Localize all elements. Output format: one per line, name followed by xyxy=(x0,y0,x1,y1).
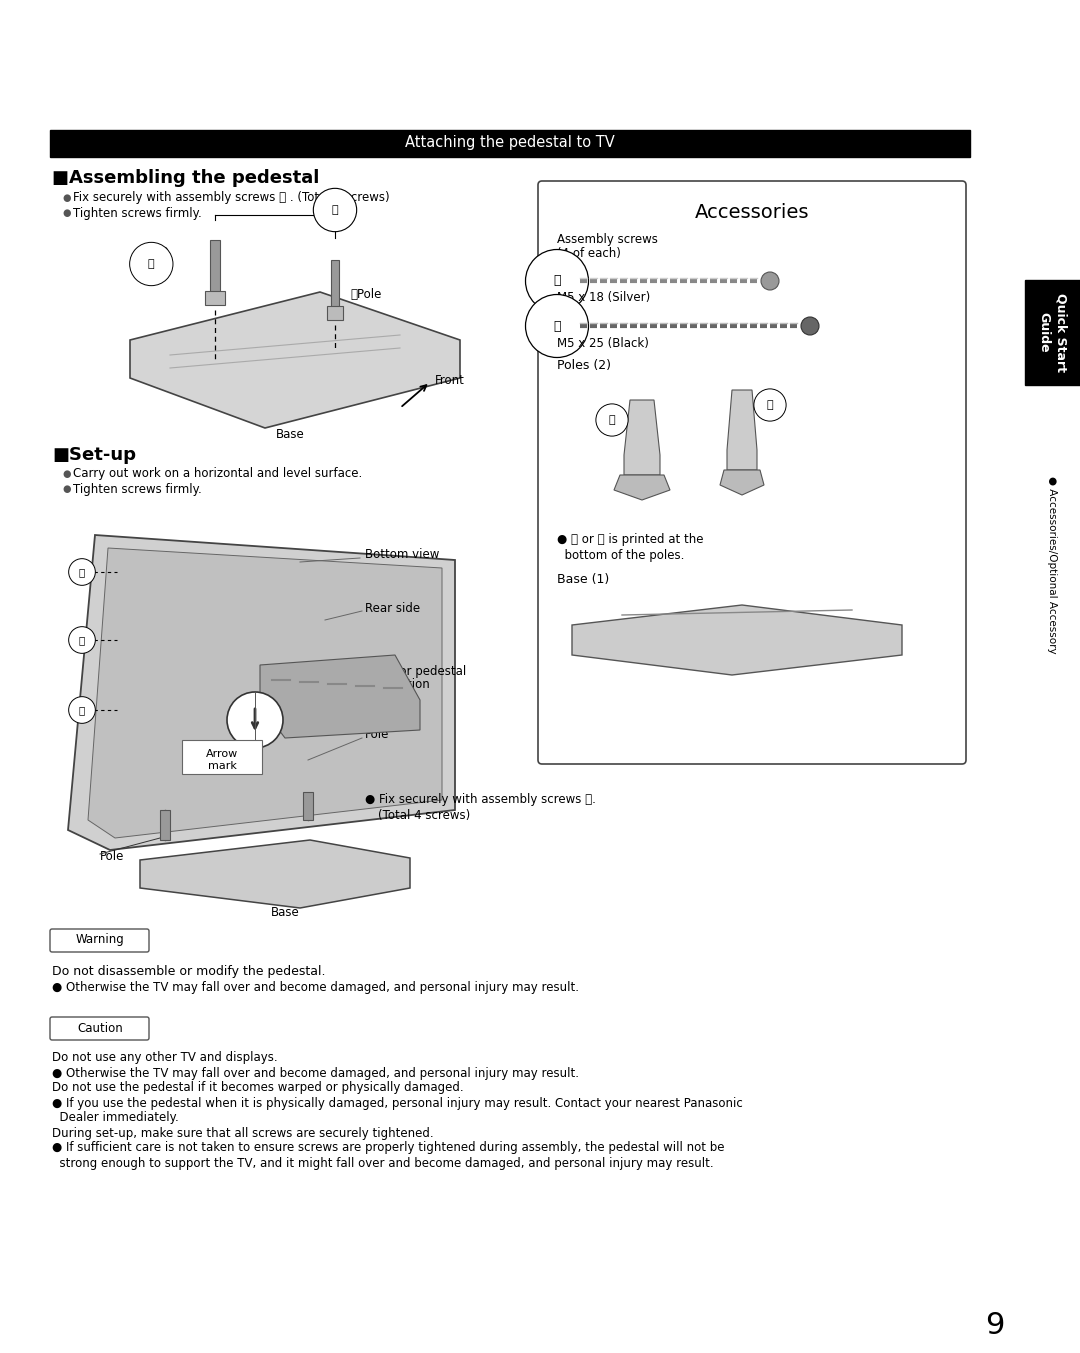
Text: Base: Base xyxy=(275,429,305,441)
Text: ● If sufficient care is not taken to ensure screws are properly tightened during: ● If sufficient care is not taken to ens… xyxy=(52,1142,725,1154)
Text: Base (1): Base (1) xyxy=(557,574,609,586)
Text: ● Otherwise the TV may fall over and become damaged, and personal injury may res: ● Otherwise the TV may fall over and bec… xyxy=(52,981,579,994)
Text: Front: Front xyxy=(435,373,464,387)
Text: Attaching the pedestal to TV: Attaching the pedestal to TV xyxy=(405,135,615,150)
Text: installation: installation xyxy=(365,678,431,691)
Text: bottom of the poles.: bottom of the poles. xyxy=(557,548,685,561)
Text: ● Fix securely with assembly screws Ⓑ.: ● Fix securely with assembly screws Ⓑ. xyxy=(365,793,596,806)
Text: Ⓑ: Ⓑ xyxy=(79,635,85,645)
Text: ● Ⓛ or Ⓡ is printed at the: ● Ⓛ or Ⓡ is printed at the xyxy=(557,533,703,547)
Text: Assembly screws: Assembly screws xyxy=(557,234,658,246)
Text: Ⓐ: Ⓐ xyxy=(332,206,338,215)
Text: Hole for pedestal: Hole for pedestal xyxy=(365,666,467,678)
Text: Pole: Pole xyxy=(365,728,390,741)
Polygon shape xyxy=(727,390,757,469)
Text: Do not disassemble or modify the pedestal.: Do not disassemble or modify the pedesta… xyxy=(52,966,325,978)
Circle shape xyxy=(801,317,819,336)
Polygon shape xyxy=(68,534,455,850)
Bar xyxy=(205,291,225,304)
Text: Tighten screws firmly.: Tighten screws firmly. xyxy=(73,483,202,495)
Text: Quick Start
Guide: Quick Start Guide xyxy=(1037,294,1067,372)
Polygon shape xyxy=(87,548,442,838)
Text: Rear side: Rear side xyxy=(365,602,420,614)
Text: Poles (2): Poles (2) xyxy=(557,359,611,372)
Text: (4 of each): (4 of each) xyxy=(557,246,621,260)
Text: strong enough to support the TV, and it might fall over and become damaged, and : strong enough to support the TV, and it … xyxy=(52,1157,714,1169)
Bar xyxy=(160,810,170,840)
Text: Ⓑ: Ⓑ xyxy=(553,319,561,333)
Text: Base: Base xyxy=(271,905,299,919)
Text: Ⓑ: Ⓑ xyxy=(79,567,85,576)
Text: ● If you use the pedestal when it is physically damaged, personal injury may res: ● If you use the pedestal when it is phy… xyxy=(52,1096,743,1109)
Text: ●: ● xyxy=(62,469,70,479)
Text: ●: ● xyxy=(62,208,70,218)
Text: Ⓛ: Ⓛ xyxy=(609,415,616,425)
Text: ■Set-up: ■Set-up xyxy=(52,446,136,464)
Text: (Total 4 screws): (Total 4 screws) xyxy=(378,809,470,821)
Polygon shape xyxy=(140,840,410,908)
Text: mark: mark xyxy=(207,760,237,771)
Text: During set-up, make sure that all screws are securely tightened.: During set-up, make sure that all screws… xyxy=(52,1127,434,1139)
Polygon shape xyxy=(572,605,902,675)
Text: Pole: Pole xyxy=(100,851,124,863)
Bar xyxy=(1025,280,1080,386)
Text: Fix securely with assembly screws Ⓐ . (Total 4 screws): Fix securely with assembly screws Ⓐ . (T… xyxy=(73,192,390,204)
Text: ● Accessories/Optional Accessory: ● Accessories/Optional Accessory xyxy=(1047,476,1057,653)
Text: Arrow: Arrow xyxy=(206,750,238,759)
Text: Accessories: Accessories xyxy=(694,203,809,222)
Text: Ⓐ: Ⓐ xyxy=(553,275,561,287)
Text: ⓁPole: ⓁPole xyxy=(350,288,381,302)
Text: ● Otherwise the TV may fall over and become damaged, and personal injury may res: ● Otherwise the TV may fall over and bec… xyxy=(52,1066,579,1080)
Polygon shape xyxy=(130,292,460,428)
Polygon shape xyxy=(615,475,670,501)
Polygon shape xyxy=(260,655,420,737)
Text: Ⓑ: Ⓑ xyxy=(79,705,85,714)
FancyBboxPatch shape xyxy=(50,1017,149,1040)
Text: 9: 9 xyxy=(985,1311,1004,1339)
Circle shape xyxy=(227,691,283,748)
Bar xyxy=(210,239,220,295)
Text: M5 x 18 (Silver): M5 x 18 (Silver) xyxy=(557,291,650,304)
Text: Bottom view: Bottom view xyxy=(365,548,440,561)
Circle shape xyxy=(761,272,779,290)
Text: Warning: Warning xyxy=(76,934,124,947)
Text: Dealer immediately.: Dealer immediately. xyxy=(52,1112,179,1124)
Text: Ⓡ: Ⓡ xyxy=(148,258,154,269)
FancyBboxPatch shape xyxy=(538,181,966,764)
FancyBboxPatch shape xyxy=(50,930,149,953)
Polygon shape xyxy=(624,400,660,475)
Polygon shape xyxy=(720,469,764,495)
Text: ■Assembling the pedestal: ■Assembling the pedestal xyxy=(52,169,320,187)
Text: Ⓡ: Ⓡ xyxy=(767,400,773,410)
Bar xyxy=(50,130,970,157)
FancyBboxPatch shape xyxy=(183,740,262,774)
Text: Carry out work on a horizontal and level surface.: Carry out work on a horizontal and level… xyxy=(73,468,362,480)
Text: Do not use the pedestal if it becomes warped or physically damaged.: Do not use the pedestal if it becomes wa… xyxy=(52,1081,463,1095)
Text: Caution: Caution xyxy=(77,1022,123,1035)
Bar xyxy=(327,306,343,321)
Text: ●: ● xyxy=(62,193,70,203)
Bar xyxy=(303,792,313,820)
Text: Tighten screws firmly.: Tighten screws firmly. xyxy=(73,207,202,219)
Bar xyxy=(330,260,339,310)
Text: M5 x 25 (Black): M5 x 25 (Black) xyxy=(557,337,649,349)
Text: Pole: Pole xyxy=(145,244,170,257)
Text: Do not use any other TV and displays.: Do not use any other TV and displays. xyxy=(52,1051,278,1065)
Text: ●: ● xyxy=(62,484,70,494)
